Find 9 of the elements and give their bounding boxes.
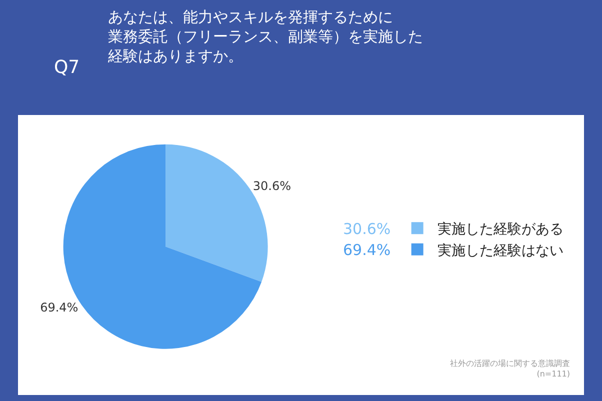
chart-title: あなたは、能力やスキルを発揮するために業務委託（フリーランス、副業等）を実施した経験はありますか。 [107,8,423,65]
text: 69.4% [343,241,391,259]
legend-label: 実施した経験がある [437,222,564,238]
legend-label: 実施した経験はない [437,242,564,259]
data-label: 30.6% [252,178,292,193]
data-label: 69.4% [40,300,78,314]
text: Q7 [54,57,80,78]
text: 社外の活躍の場に関する意識調査 (n=111) [450,359,570,378]
text: 30.6% [343,220,391,238]
